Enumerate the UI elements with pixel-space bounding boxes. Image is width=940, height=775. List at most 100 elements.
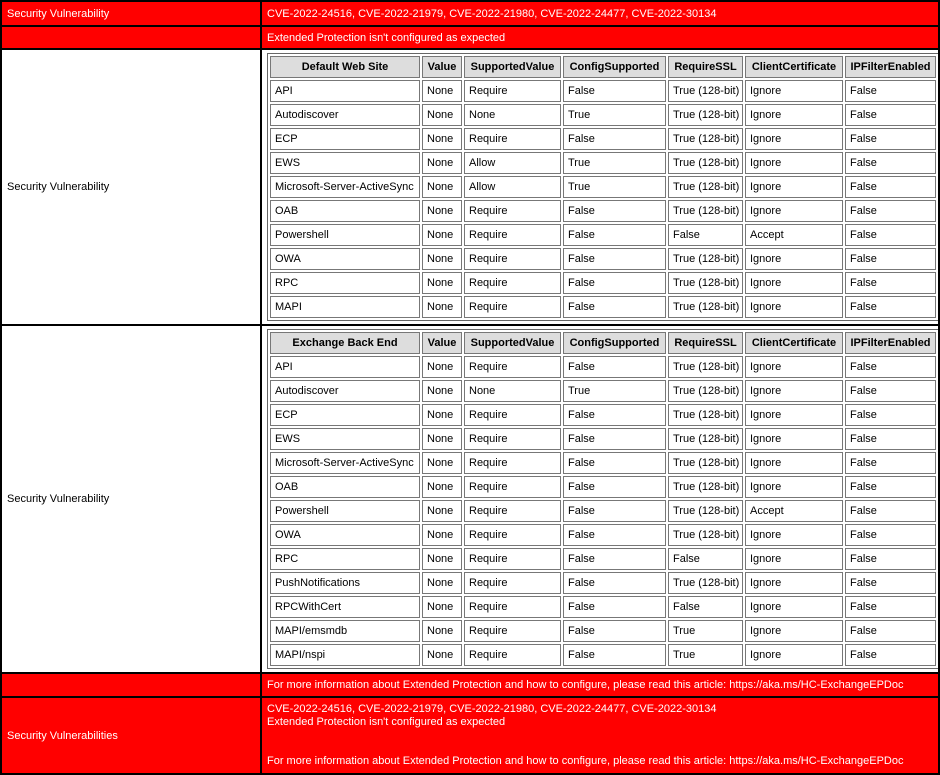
table-cell: Ignore <box>745 452 843 474</box>
column-header: RequireSSL <box>668 332 743 354</box>
table-cell: False <box>845 104 936 126</box>
table-cell: None <box>422 500 462 522</box>
column-header: RequireSSL <box>668 56 743 78</box>
column-header: Default Web Site <box>270 56 420 78</box>
table-cell: Require <box>464 452 561 474</box>
table-cell: Require <box>464 476 561 498</box>
table-cell: Ignore <box>745 176 843 198</box>
table-cell: False <box>845 620 936 642</box>
table-cell: False <box>563 596 666 618</box>
table-cell: Ignore <box>745 428 843 450</box>
table-cell: OAB <box>270 476 420 498</box>
table-cell: True (128-bit) <box>668 524 743 546</box>
table-cell: Ignore <box>745 272 843 294</box>
table-cell: False <box>668 224 743 246</box>
table-cell: False <box>845 404 936 426</box>
column-header: IPFilterEnabled <box>845 332 936 354</box>
table-cell: Ignore <box>745 104 843 126</box>
table-cell: False <box>845 296 936 318</box>
table-cell: None <box>422 380 462 402</box>
table-cell: Autodiscover <box>270 104 420 126</box>
info-text: For more information about Extended Prot… <box>260 672 940 698</box>
table-row: MAPI None Require False True (128-bit) Ignore… <box>270 296 936 318</box>
table-cell: Accept <box>745 224 843 246</box>
table-cell: False <box>563 272 666 294</box>
table-cell: None <box>422 572 462 594</box>
table-cell: Require <box>464 548 561 570</box>
table-row: Autodiscover None None True True (128-bit) Ig… <box>270 380 936 402</box>
table-cell: True (128-bit) <box>668 104 743 126</box>
table-cell: False <box>845 80 936 102</box>
table-cell: False <box>563 356 666 378</box>
column-header: Value <box>422 332 462 354</box>
info-text: For more information about Extended Prot… <box>267 755 904 767</box>
table-cell: Require <box>464 404 561 426</box>
table-cell: None <box>464 104 561 126</box>
table-cell: False <box>845 572 936 594</box>
table-cell: Ignore <box>745 572 843 594</box>
default-web-site-row: Security Vulnerability Default Web Site V… <box>0 48 940 326</box>
column-header: ConfigSupported <box>563 332 666 354</box>
table-cell: True <box>563 176 666 198</box>
table-cell: False <box>563 548 666 570</box>
table-cell: True <box>563 104 666 126</box>
table-cell: None <box>422 128 462 150</box>
table-cell: Require <box>464 596 561 618</box>
column-header: Exchange Back End <box>270 332 420 354</box>
table-cell: None <box>422 248 462 270</box>
table-cell: False <box>845 596 936 618</box>
table-cell: RPC <box>270 272 420 294</box>
table-cell: False <box>845 272 936 294</box>
table-cell: False <box>845 380 936 402</box>
table-cell: Ignore <box>745 128 843 150</box>
table-cell: Ignore <box>745 248 843 270</box>
table-cell: False <box>563 452 666 474</box>
table-cell: Require <box>464 500 561 522</box>
table-cell: False <box>563 500 666 522</box>
table-cell: False <box>845 476 936 498</box>
table-cell: True (128-bit) <box>668 500 743 522</box>
table-cell: Ignore <box>745 356 843 378</box>
table-cell: False <box>563 620 666 642</box>
table-cell: True (128-bit) <box>668 572 743 594</box>
table-row: OWA None Require False True (128-bit) Ignore F… <box>270 524 936 546</box>
table-cell: True (128-bit) <box>668 272 743 294</box>
table-cell: False <box>845 200 936 222</box>
table-cell: False <box>563 200 666 222</box>
table-cell: Allow <box>464 152 561 174</box>
table-cell: Require <box>464 224 561 246</box>
table-cell: True (128-bit) <box>668 380 743 402</box>
table-cell: False <box>668 548 743 570</box>
table-cell: None <box>422 644 462 666</box>
table-cell: False <box>563 224 666 246</box>
table-cell: None <box>422 296 462 318</box>
table-cell: Require <box>464 272 561 294</box>
table-row: API None Require False True (128-bit) Ignore F… <box>270 80 936 102</box>
table-cell: None <box>422 224 462 246</box>
table-cell: OWA <box>270 248 420 270</box>
table-cell: Powershell <box>270 224 420 246</box>
table-cell: False <box>563 80 666 102</box>
table-cell: True (128-bit) <box>668 476 743 498</box>
table-cell: Ignore <box>745 596 843 618</box>
table-cell: False <box>845 128 936 150</box>
table-cell: None <box>422 524 462 546</box>
table-cell: None <box>422 476 462 498</box>
table-cell: False <box>563 128 666 150</box>
summary-row: Security Vulnerabilities CVE-2022-24516,… <box>0 696 940 775</box>
table-cell: True (128-bit) <box>668 128 743 150</box>
table-cell: Require <box>464 356 561 378</box>
table-cell: False <box>845 356 936 378</box>
table-row: OAB None Require False True (128-bit) Ignore F… <box>270 200 936 222</box>
table-cell: Ignore <box>745 380 843 402</box>
table-cell: None <box>464 380 561 402</box>
table-cell: Ignore <box>745 644 843 666</box>
table-cell: Ignore <box>745 524 843 546</box>
table-cell: Microsoft-Server-ActiveSync <box>270 176 420 198</box>
table-cell: False <box>668 596 743 618</box>
table-cell: False <box>563 296 666 318</box>
status-row: Extended Protection isn't configured as … <box>0 25 940 50</box>
table-cell: True <box>668 620 743 642</box>
table-cell: Require <box>464 80 561 102</box>
